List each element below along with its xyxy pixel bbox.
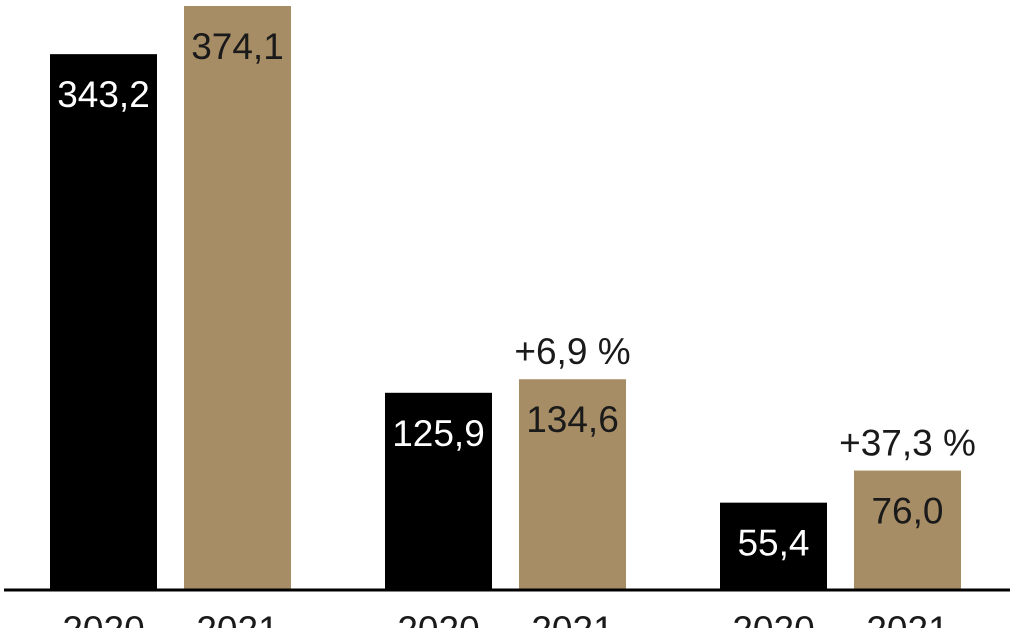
x-tick-label: 2021: [866, 609, 948, 628]
value-label: 374,1: [191, 26, 284, 67]
change-label: +6,9 %: [514, 331, 630, 372]
x-tick-label: 2020: [62, 609, 144, 628]
value-label: 55,4: [737, 523, 809, 564]
bar: [720, 502, 827, 589]
value-label: 76,0: [871, 491, 943, 532]
change-label: +37,3 %: [839, 423, 976, 464]
bar: [184, 6, 291, 589]
x-tick-label: 2020: [732, 609, 814, 628]
x-tick-label: 2021: [531, 609, 613, 628]
value-label: 134,6: [526, 399, 619, 440]
bar: [50, 54, 157, 589]
bar: [385, 392, 492, 589]
bar: [854, 470, 961, 589]
bar: [519, 379, 626, 589]
value-label: 343,2: [57, 74, 150, 115]
x-tick-label: 2020: [397, 609, 479, 628]
value-label: 125,9: [392, 413, 485, 454]
x-tick-label: 2021: [196, 609, 278, 628]
